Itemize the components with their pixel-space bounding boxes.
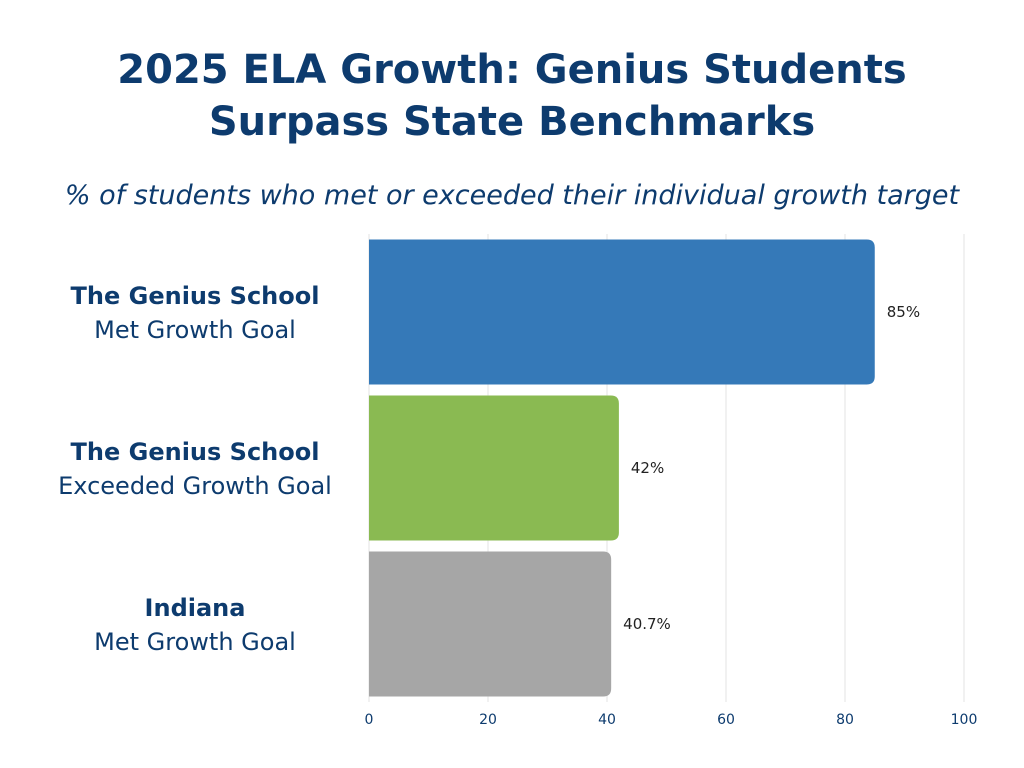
x-tick-label: 40	[598, 712, 616, 728]
bar-2	[369, 395, 619, 541]
x-tick-label: 60	[717, 712, 735, 728]
category-label-line2: Met Growth Goal	[94, 316, 296, 344]
labels: 85% The Genius School Met Growth Goal 42% Th…	[58, 282, 920, 656]
chart-title-line2: Surpass State Benchmarks	[208, 99, 816, 145]
bar-value-label: 42%	[631, 459, 664, 477]
x-axis: 0 20 40 60 80 100	[365, 712, 978, 728]
x-tick-label: 0	[365, 712, 374, 728]
category-label-line2: Met Growth Goal	[94, 628, 296, 656]
bar-value-label: 40.7%	[623, 615, 671, 633]
bar-3	[369, 551, 612, 697]
bar-1	[369, 239, 875, 385]
chart-title: 2025 ELA Growth: Genius Students Surpass…	[0, 44, 1024, 148]
chart-title-line1: 2025 ELA Growth: Genius Students	[117, 47, 907, 93]
category-label-line1: The Genius School	[71, 438, 320, 466]
bars	[369, 239, 875, 697]
category-label-line2: Exceeded Growth Goal	[58, 472, 332, 500]
x-tick-label: 20	[479, 712, 497, 728]
bar-value-label: 85%	[887, 303, 920, 321]
category-label-line1: The Genius School	[71, 282, 320, 310]
x-tick-label: 100	[951, 712, 978, 728]
chart-subtitle: % of students who met or exceeded their …	[64, 180, 960, 211]
category-label-line1: Indiana	[145, 594, 246, 622]
x-tick-label: 80	[836, 712, 854, 728]
